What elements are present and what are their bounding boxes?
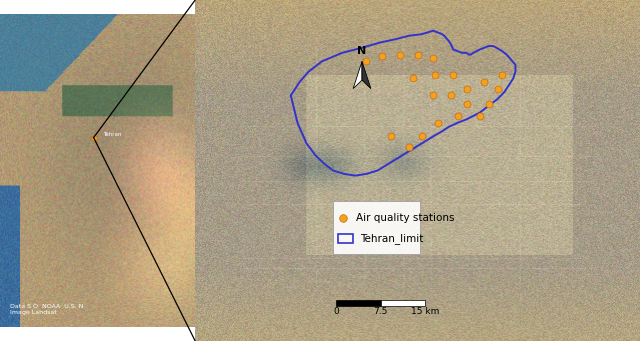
Text: N: N [357, 46, 367, 56]
Text: 15 km: 15 km [411, 307, 439, 316]
Polygon shape [353, 61, 362, 89]
Text: 0: 0 [333, 307, 339, 316]
Bar [336, 300, 381, 306]
Text: 7.5: 7.5 [374, 307, 388, 316]
Text: Tehran_limit: Tehran_limit [360, 233, 423, 243]
Bar [333, 201, 420, 254]
Bar [337, 234, 353, 243]
Polygon shape [362, 61, 371, 89]
Text: Tehran: Tehran [104, 132, 122, 137]
Bar [381, 300, 425, 306]
Text: Data S O  NOAA  U.S. N
Image Landsat: Data S O NOAA U.S. N Image Landsat [10, 304, 83, 315]
Text: Air quality stations: Air quality stations [356, 213, 454, 223]
